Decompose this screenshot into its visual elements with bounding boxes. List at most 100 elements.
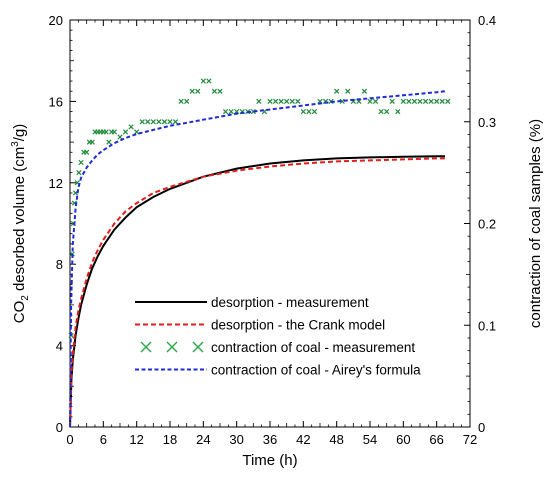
- y-left-label-prefix: CO: [11, 301, 28, 324]
- legend-marker: [140, 341, 152, 353]
- y-left-tick-label: 0: [56, 420, 63, 435]
- contraction-measurement-point: [445, 98, 451, 105]
- contraction-measurement-point: [384, 108, 390, 115]
- axis-ticks: 0 6 12 18 24 30 36 42 48 54 60 66 7204812162000.10.2…: [49, 13, 497, 447]
- contraction-measurement-point: [178, 98, 184, 105]
- x-tick-label: 30: [229, 432, 243, 447]
- series-line-desorption-measurement: [69, 155, 445, 428]
- contraction-measurement-point: [439, 98, 445, 105]
- x-tick-label: 66: [429, 432, 443, 447]
- contraction-measurement-point: [256, 98, 262, 105]
- contraction-measurement-point: [289, 98, 295, 105]
- y-left-label-superscript: 3: [10, 141, 21, 147]
- contraction-measurement-point: [103, 129, 109, 135]
- y-left-tick-label: 8: [56, 257, 63, 272]
- contraction-measurement-point: [150, 119, 156, 125]
- contraction-measurement-point: [184, 98, 190, 105]
- y-left-tick-label: 12: [49, 176, 63, 191]
- contraction-measurement-point: [117, 134, 123, 140]
- contraction-measurement-point: [311, 108, 318, 115]
- contraction-measurement-point: [378, 108, 384, 115]
- legend-entry-label: desorption - the Crank model: [211, 318, 385, 333]
- contraction-measurement-point: [122, 129, 129, 135]
- contraction-measurement-point: [428, 98, 434, 105]
- contraction-measurement-point: [250, 108, 256, 115]
- x-tick-label: 12: [129, 432, 143, 447]
- contraction-measurement-point: [295, 98, 301, 105]
- contraction-measurement-point: [345, 88, 351, 94]
- contraction-measurement-point: [361, 88, 368, 94]
- x-tick-label: 48: [329, 432, 343, 447]
- y-right-tick-label: 0.2: [478, 217, 496, 232]
- legend-entry-label: contraction of coal - Airey's formula: [211, 363, 421, 378]
- x-tick-label: 18: [163, 432, 177, 447]
- contraction-measurement-point: [272, 98, 279, 105]
- contraction-measurement-point: [128, 124, 134, 130]
- contraction-measurement-point: [411, 98, 418, 105]
- x-tick-label: 54: [363, 432, 377, 447]
- legend-marker: [166, 341, 178, 353]
- contraction-measurement-point: [172, 119, 179, 125]
- contraction-measurement-point: [278, 98, 284, 105]
- contraction-measurement-point: [189, 88, 195, 94]
- contraction-measurement-point: [76, 170, 82, 176]
- contraction-measurement-point: [200, 78, 206, 84]
- contraction-measurement-point: [106, 139, 112, 145]
- legend: desorption - measurement desorption - the…: [135, 295, 421, 378]
- y-left-tick-label: 16: [49, 94, 63, 109]
- contraction-measurement-point: [300, 108, 306, 115]
- x-tick-label: 0: [66, 432, 73, 447]
- contraction-measurement-point: [211, 88, 218, 94]
- y-left-tick-label: 20: [49, 13, 63, 28]
- contraction-measurement-point: [372, 98, 379, 105]
- series-layer: [68, 78, 451, 428]
- contraction-measurement-point: [422, 98, 429, 105]
- x-tick-label: 24: [196, 432, 210, 447]
- y-axis-left-label: CO2 desorbed volume (cm3/g): [10, 124, 31, 324]
- contraction-measurement-point: [267, 98, 273, 105]
- legend-entry-label: desorption - measurement: [211, 295, 369, 310]
- legend-entry-label: contraction of coal - measurement: [211, 340, 415, 355]
- contraction-measurement-point: [217, 88, 223, 94]
- x-tick-label: 60: [396, 432, 410, 447]
- x-tick-label: 72: [463, 432, 477, 447]
- x-tick-label: 42: [296, 432, 310, 447]
- contraction-measurement-point: [145, 119, 151, 125]
- series-line-aireys-formula: [69, 90, 446, 428]
- contraction-measurement-point: [389, 98, 395, 105]
- contraction-measurement-point: [395, 108, 401, 115]
- y-right-tick-label: 0.1: [478, 318, 496, 333]
- contraction-measurement-point: [111, 129, 118, 135]
- contraction-measurement-point: [222, 108, 229, 115]
- y-left-label-subscript: 2: [20, 295, 31, 301]
- contraction-measurement-point: [195, 88, 201, 94]
- y-left-tick-label: 4: [56, 339, 63, 354]
- contraction-measurement-point: [306, 108, 312, 115]
- contraction-measurement-point: [339, 98, 345, 105]
- y-right-tick-label: 0: [478, 420, 485, 435]
- contraction-measurement-point: [156, 119, 162, 125]
- contraction-measurement-point: [228, 108, 234, 115]
- x-tick-label: 36: [263, 432, 277, 447]
- contraction-measurement-point: [400, 98, 406, 105]
- series-line-crank-model: [69, 157, 445, 428]
- contraction-measurement-point: [284, 98, 290, 105]
- contraction-measurement-point: [161, 119, 168, 125]
- contraction-measurement-point: [84, 149, 90, 155]
- y-left-label-suffix: /g): [11, 124, 28, 142]
- contraction-measurement-point: [406, 98, 412, 105]
- contraction-measurement-point: [434, 98, 440, 105]
- contraction-measurement-point: [78, 159, 84, 166]
- y-axis-right-label: contraction of coal samples (%): [527, 119, 544, 328]
- contraction-measurement-point: [167, 119, 173, 125]
- y-right-tick-label: 0.3: [478, 115, 496, 130]
- contraction-measurement-point: [89, 139, 95, 145]
- legend-marker: [192, 341, 204, 353]
- contraction-measurement-point: [206, 78, 212, 84]
- y-right-tick-label: 0.4: [478, 13, 496, 28]
- contraction-measurement-point: [417, 98, 423, 105]
- contraction-measurement-point: [134, 129, 140, 135]
- contraction-measurement-point: [334, 88, 340, 94]
- contraction-measurement-point: [367, 98, 373, 105]
